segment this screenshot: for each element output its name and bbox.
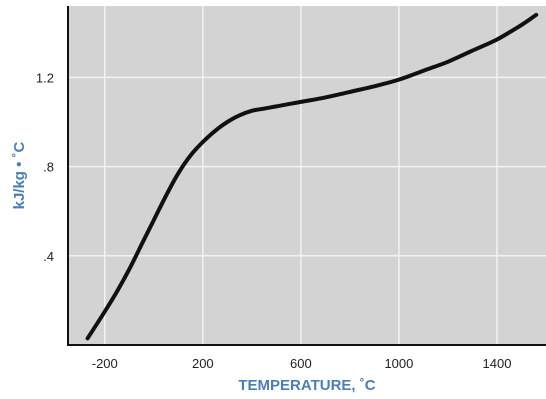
x-tick-label: 600 [290, 356, 312, 371]
gridlines [68, 6, 546, 345]
x-tick-label: -200 [92, 356, 118, 371]
y-tick-label: .4 [43, 249, 54, 264]
x-tick-label: 1400 [483, 356, 512, 371]
series-line [85, 12, 539, 341]
x-tick-label: 1000 [384, 356, 413, 371]
tick-labels: -200 200 600 1000 1400 .4 .8 1.2 [36, 70, 512, 371]
axes [67, 6, 546, 346]
y-tick-label: 1.2 [36, 70, 54, 85]
x-tick-label: 200 [192, 356, 214, 371]
plot-area [68, 6, 546, 345]
x-axis-title: TEMPERATURE, ˚C [238, 377, 375, 394]
series-layer [85, 12, 539, 341]
y-axis-title: kJ/kg • ˚C [11, 141, 28, 209]
y-tick-label: .8 [43, 160, 54, 175]
